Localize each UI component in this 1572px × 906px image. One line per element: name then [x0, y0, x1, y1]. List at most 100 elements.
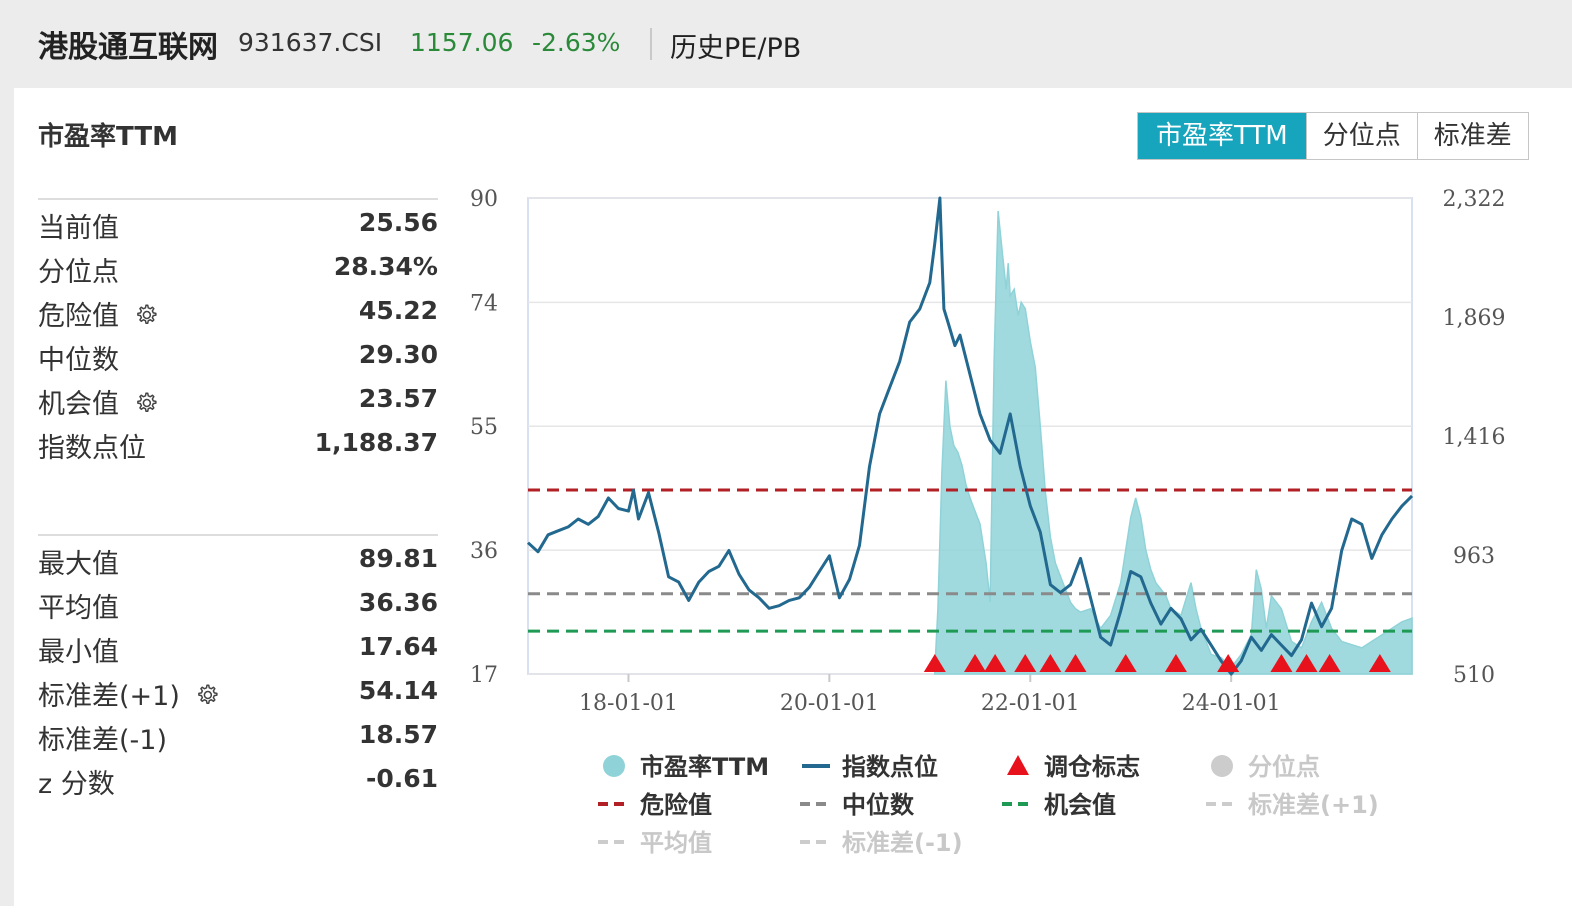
- left-axis-tick-label: 74: [470, 291, 498, 316]
- stat-row: 机会值 23.57: [38, 380, 438, 420]
- legend-item-label[interactable]: 平均值: [640, 829, 712, 857]
- stat-row: 标准差(-1) 18.57: [38, 716, 438, 756]
- stat-label-text: 当前值: [38, 213, 119, 244]
- pe-chart: 90 74 55 36 17 2,322 1,869 1,416 963 510 18-01-01 2…: [470, 187, 1506, 857]
- stat-row: 当前值 25.56: [38, 204, 438, 244]
- stat-value: 25.56: [358, 208, 438, 237]
- rebalance-marker-icon: [1164, 654, 1187, 672]
- stat-label: 危险值: [38, 294, 159, 333]
- legend-item-label[interactable]: 分位点: [1248, 753, 1320, 781]
- stats-divider: [38, 534, 438, 536]
- rebalance-marker-icon: [1270, 654, 1293, 672]
- legend-item-label[interactable]: 标准差(-1): [842, 829, 963, 857]
- rebalance-marker-icon: [964, 654, 987, 672]
- stat-label-text: 标准差(+1): [38, 681, 180, 712]
- left-axis-tick-label: 90: [470, 187, 498, 212]
- left-axis-tick-label: 55: [470, 415, 498, 440]
- rebalance-marker-icon: [1064, 654, 1087, 672]
- stat-label: 分位点: [38, 250, 119, 289]
- index-code: 931637.CSI: [238, 28, 383, 57]
- settings-gear-icon[interactable]: [133, 390, 159, 416]
- stat-row: 分位点 28.34%: [38, 248, 438, 288]
- rebalance-marker-icon: [1014, 654, 1037, 672]
- rebalance-marker-icon: [1039, 654, 1062, 672]
- stat-row: 中位数 29.30: [38, 336, 438, 376]
- stat-row: 标准差(+1) 54.14: [38, 672, 438, 712]
- metric-tabs: 市盈率TTM 分位点 标准差: [1137, 112, 1529, 160]
- stat-label: 平均值: [38, 586, 119, 625]
- x-axis-tick-label: 18-01-01: [579, 691, 678, 716]
- rebalance-marker-icon: [984, 654, 1007, 672]
- index-price: 1157.06: [410, 28, 514, 57]
- rebalance-marker-icon: [923, 654, 946, 672]
- header-divider: [650, 28, 652, 60]
- stats-divider: [38, 198, 438, 200]
- rebalance-marker-icon: [1217, 654, 1240, 672]
- stat-label: 机会值: [38, 382, 159, 421]
- rebalance-marker-icon: [1368, 654, 1391, 672]
- settings-gear-icon[interactable]: [133, 302, 159, 328]
- legend-item-label[interactable]: 标准差(+1): [1248, 791, 1379, 819]
- stat-value: 36.36: [358, 588, 438, 617]
- stat-value: 29.30: [358, 340, 438, 369]
- stat-label: 中位数: [38, 338, 119, 377]
- pe-ttm-area: [934, 210, 1413, 675]
- index-name: 港股通互联网: [38, 30, 218, 65]
- x-axis-tick-label: 24-01-01: [1182, 691, 1281, 716]
- settings-gear-icon[interactable]: [194, 682, 220, 708]
- stat-value: 1,188.37: [314, 428, 438, 457]
- left-axis-tick-label: 36: [470, 539, 498, 564]
- right-axis-tick-label: 2,322: [1443, 187, 1506, 212]
- stat-label-text: 指数点位: [38, 433, 146, 464]
- stat-label: z 分数: [38, 762, 115, 801]
- stat-label: 标准差(+1): [38, 674, 220, 713]
- stat-label-text: 最小值: [38, 637, 119, 668]
- stat-row: z 分数 -0.61: [38, 760, 438, 800]
- stat-value: 45.22: [358, 296, 438, 325]
- rebalance-marker-icon: [1295, 654, 1318, 672]
- rebalance-marker-icon: [1318, 654, 1341, 672]
- legend-item-label[interactable]: 机会值: [1044, 791, 1116, 819]
- legend-circle-icon: [1211, 755, 1233, 777]
- index-change: -2.63%: [532, 28, 621, 57]
- x-axis-tick-label: 20-01-01: [780, 691, 879, 716]
- right-axis-tick-label: 1,869: [1443, 306, 1506, 331]
- valuation-panel: 市盈率TTM 市盈率TTM 分位点 标准差 当前值 25.56 分位点 28.34% 危…: [14, 88, 1572, 906]
- tab-pe-ttm[interactable]: 市盈率TTM: [1138, 113, 1306, 159]
- stat-label-text: 机会值: [38, 389, 119, 420]
- stat-value: -0.61: [365, 764, 438, 793]
- stat-value: 23.57: [358, 384, 438, 413]
- stat-label: 当前值: [38, 206, 119, 245]
- legend-item-label[interactable]: 市盈率TTM: [640, 753, 769, 781]
- stat-row: 平均值 36.36: [38, 584, 438, 624]
- left-axis-tick-label: 17: [470, 663, 498, 688]
- stat-label-text: 最大值: [38, 549, 119, 580]
- stat-value: 54.14: [358, 676, 438, 705]
- x-axis-tick-label: 22-01-01: [981, 691, 1080, 716]
- stat-label-text: 中位数: [38, 345, 119, 376]
- legend-triangle-icon: [1007, 755, 1029, 775]
- stat-label-text: 平均值: [38, 593, 119, 624]
- stat-row: 危险值 45.22: [38, 292, 438, 332]
- right-axis-tick-label: 510: [1453, 663, 1495, 688]
- legend-item-label[interactable]: 调仓标志: [1044, 753, 1140, 781]
- stat-label: 标准差(-1): [38, 718, 167, 757]
- rebalance-marker-icon: [1114, 654, 1137, 672]
- stat-value: 28.34%: [333, 252, 438, 281]
- right-axis-tick-label: 963: [1453, 544, 1495, 569]
- stat-label: 最大值: [38, 542, 119, 581]
- tab-percentile[interactable]: 分位点: [1305, 113, 1417, 159]
- legend-item-label[interactable]: 指数点位: [842, 753, 938, 781]
- panel-title: 市盈率TTM: [38, 122, 178, 152]
- stat-row: 最大值 89.81: [38, 540, 438, 580]
- tab-std-dev[interactable]: 标准差: [1416, 113, 1528, 159]
- stat-row: 指数点位 1,188.37: [38, 424, 438, 464]
- legend-item-label[interactable]: 中位数: [842, 791, 915, 819]
- stat-label: 最小值: [38, 630, 119, 669]
- history-pe-pb-link[interactable]: 历史PE/PB: [670, 33, 802, 64]
- stat-label-text: z 分数: [38, 769, 115, 800]
- legend-item-label[interactable]: 危险值: [640, 791, 712, 819]
- stat-value: 17.64: [358, 632, 438, 661]
- right-axis-tick-label: 1,416: [1443, 425, 1506, 450]
- index-header: 港股通互联网 931637.CSI 1157.06 -2.63% 历史PE/PB: [0, 0, 1572, 86]
